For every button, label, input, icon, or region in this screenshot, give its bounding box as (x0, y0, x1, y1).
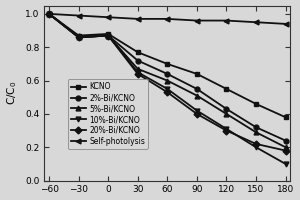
5%-Bi/KCNO (254, 131, 258, 133)
Line: KCNO: KCNO (46, 11, 288, 120)
20%-Bi/KCNO (254, 143, 258, 145)
Self-photolysis (47, 13, 51, 15)
2%-Bi/KCNO (225, 108, 228, 110)
10%-Bi/KCNO (166, 88, 169, 90)
5%-Bi/KCNO (136, 68, 140, 70)
10%-Bi/KCNO (136, 71, 140, 73)
10%-Bi/KCNO (106, 34, 110, 37)
2%-Bi/KCNO (136, 59, 140, 62)
20%-Bi/KCNO (77, 36, 80, 38)
Y-axis label: C/C$_0$: C/C$_0$ (6, 81, 20, 105)
Self-photolysis (106, 16, 110, 18)
5%-Bi/KCNO (47, 13, 51, 15)
Legend: KCNO, 2%-Bi/KCNO, 5%-Bi/KCNO, 10%-Bi/KCNO, 20%-Bi/KCNO, Self-photolysis: KCNO, 2%-Bi/KCNO, 5%-Bi/KCNO, 10%-Bi/KCN… (68, 79, 148, 149)
20%-Bi/KCNO (284, 149, 287, 152)
Self-photolysis (284, 23, 287, 25)
10%-Bi/KCNO (47, 13, 51, 15)
2%-Bi/KCNO (284, 139, 287, 142)
KCNO (77, 34, 80, 37)
KCNO (284, 116, 287, 118)
20%-Bi/KCNO (225, 129, 228, 132)
Self-photolysis (166, 18, 169, 20)
Line: 20%-Bi/KCNO: 20%-Bi/KCNO (46, 11, 288, 153)
20%-Bi/KCNO (47, 13, 51, 15)
5%-Bi/KCNO (77, 36, 80, 38)
KCNO (47, 13, 51, 15)
KCNO (166, 63, 169, 65)
Self-photolysis (254, 21, 258, 23)
2%-Bi/KCNO (254, 126, 258, 128)
5%-Bi/KCNO (106, 34, 110, 37)
20%-Bi/KCNO (136, 73, 140, 75)
10%-Bi/KCNO (254, 146, 258, 148)
20%-Bi/KCNO (166, 91, 169, 93)
KCNO (225, 88, 228, 90)
Self-photolysis (225, 19, 228, 22)
5%-Bi/KCNO (195, 94, 199, 97)
Line: 2%-Bi/KCNO: 2%-Bi/KCNO (46, 11, 288, 143)
20%-Bi/KCNO (106, 34, 110, 37)
Self-photolysis (136, 18, 140, 20)
2%-Bi/KCNO (47, 13, 51, 15)
10%-Bi/KCNO (77, 36, 80, 38)
10%-Bi/KCNO (195, 109, 199, 112)
KCNO (195, 73, 199, 75)
10%-Bi/KCNO (225, 128, 228, 130)
2%-Bi/KCNO (106, 34, 110, 37)
5%-Bi/KCNO (225, 113, 228, 115)
2%-Bi/KCNO (166, 73, 169, 75)
Line: 5%-Bi/KCNO: 5%-Bi/KCNO (46, 11, 288, 150)
5%-Bi/KCNO (166, 79, 169, 82)
5%-Bi/KCNO (284, 146, 287, 148)
KCNO (106, 33, 110, 35)
KCNO (136, 51, 140, 53)
Self-photolysis (195, 19, 199, 22)
Line: 10%-Bi/KCNO: 10%-Bi/KCNO (46, 11, 288, 166)
Line: Self-photolysis: Self-photolysis (46, 11, 288, 26)
2%-Bi/KCNO (77, 36, 80, 38)
KCNO (254, 103, 258, 105)
2%-Bi/KCNO (195, 88, 199, 90)
20%-Bi/KCNO (195, 113, 199, 115)
10%-Bi/KCNO (284, 163, 287, 165)
Self-photolysis (77, 14, 80, 17)
